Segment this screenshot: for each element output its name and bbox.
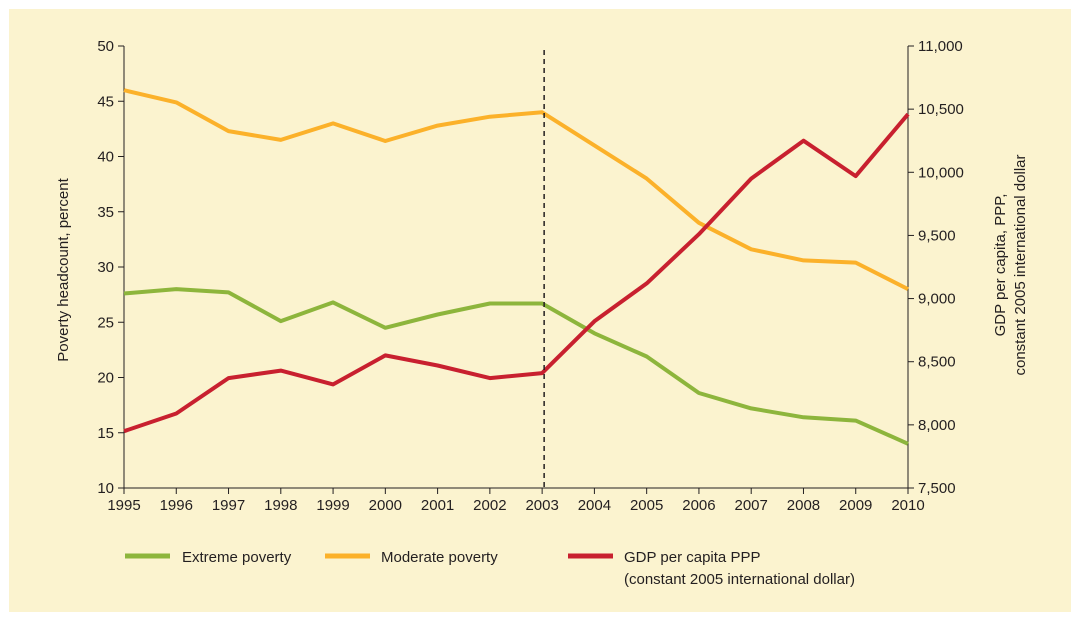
- legend-label-gdp-line2: (constant 2005 international dollar): [624, 571, 855, 588]
- x-tick-label: 2010: [891, 497, 924, 514]
- left-axis-ticks: 10 15 20 25 30 35 40 45 50: [97, 38, 124, 497]
- x-tick-label: 2008: [787, 497, 820, 514]
- right-axis-ticks: 7,500 8,000 8,500 9,000 9,500 10,000 10,500 11,…: [908, 38, 964, 497]
- x-tick-label: 1997: [212, 497, 245, 514]
- extreme-poverty-line: [123, 287, 909, 446]
- x-tick-label: 2006: [682, 497, 715, 514]
- x-tick-label: 2003: [525, 497, 558, 514]
- left-tick-label: 30: [97, 259, 114, 276]
- right-tick-label: 9,000: [918, 291, 956, 308]
- right-tick-label: 8,500: [918, 354, 956, 371]
- legend-label-moderate: Moderate poverty: [381, 549, 498, 566]
- axes: [123, 46, 909, 489]
- left-tick-label: 10: [97, 480, 114, 497]
- x-tick-label: 2000: [369, 497, 402, 514]
- series-lines: [123, 88, 910, 446]
- left-axis-title: Poverty headcount, percent: [55, 177, 72, 361]
- left-tick-label: 25: [97, 314, 114, 331]
- x-tick-label: 2001: [421, 497, 454, 514]
- x-tick-label: 2002: [473, 497, 506, 514]
- right-tick-label: 11,000: [918, 38, 963, 55]
- right-tick-label: 10,500: [918, 101, 964, 118]
- right-tick-label: 8,000: [918, 417, 956, 434]
- left-tick-label: 35: [97, 204, 114, 221]
- x-tick-label: 2004: [578, 497, 611, 514]
- x-tick-label: 1998: [264, 497, 297, 514]
- right-tick-label: 7,500: [918, 480, 956, 497]
- left-tick-label: 15: [97, 425, 114, 442]
- right-tick-label: 10,000: [918, 164, 964, 181]
- right-tick-label: 9,500: [918, 227, 956, 244]
- x-tick-label: 2009: [839, 497, 872, 514]
- x-tick-label: 2007: [735, 497, 768, 514]
- left-tick-label: 50: [97, 38, 114, 55]
- x-tick-label: 1999: [316, 497, 349, 514]
- left-tick-label: 20: [97, 370, 114, 387]
- x-tick-label: 1996: [160, 497, 193, 514]
- moderate-poverty-line: [123, 88, 909, 291]
- left-tick-label: 40: [97, 149, 114, 166]
- legend-label-gdp-line1: GDP per capita PPP: [624, 549, 760, 566]
- left-tick-label: 45: [97, 93, 114, 110]
- x-tick-label: 1995: [107, 497, 140, 514]
- gdp-per-capita-line: [123, 112, 910, 434]
- legend: Extreme poverty Moderate poverty GDP per…: [125, 549, 855, 588]
- right-axis-title-line2: constant 2005 international dollar: [1012, 155, 1029, 376]
- x-tick-label: 2005: [630, 497, 663, 514]
- x-axis-ticks: 1995 1996 1997 1998 1999 2000 2001 2002 2003 2004…: [107, 488, 925, 514]
- right-axis-title-line1: GDP per capita, PPP,: [992, 194, 1009, 337]
- legend-label-extreme: Extreme poverty: [182, 549, 292, 566]
